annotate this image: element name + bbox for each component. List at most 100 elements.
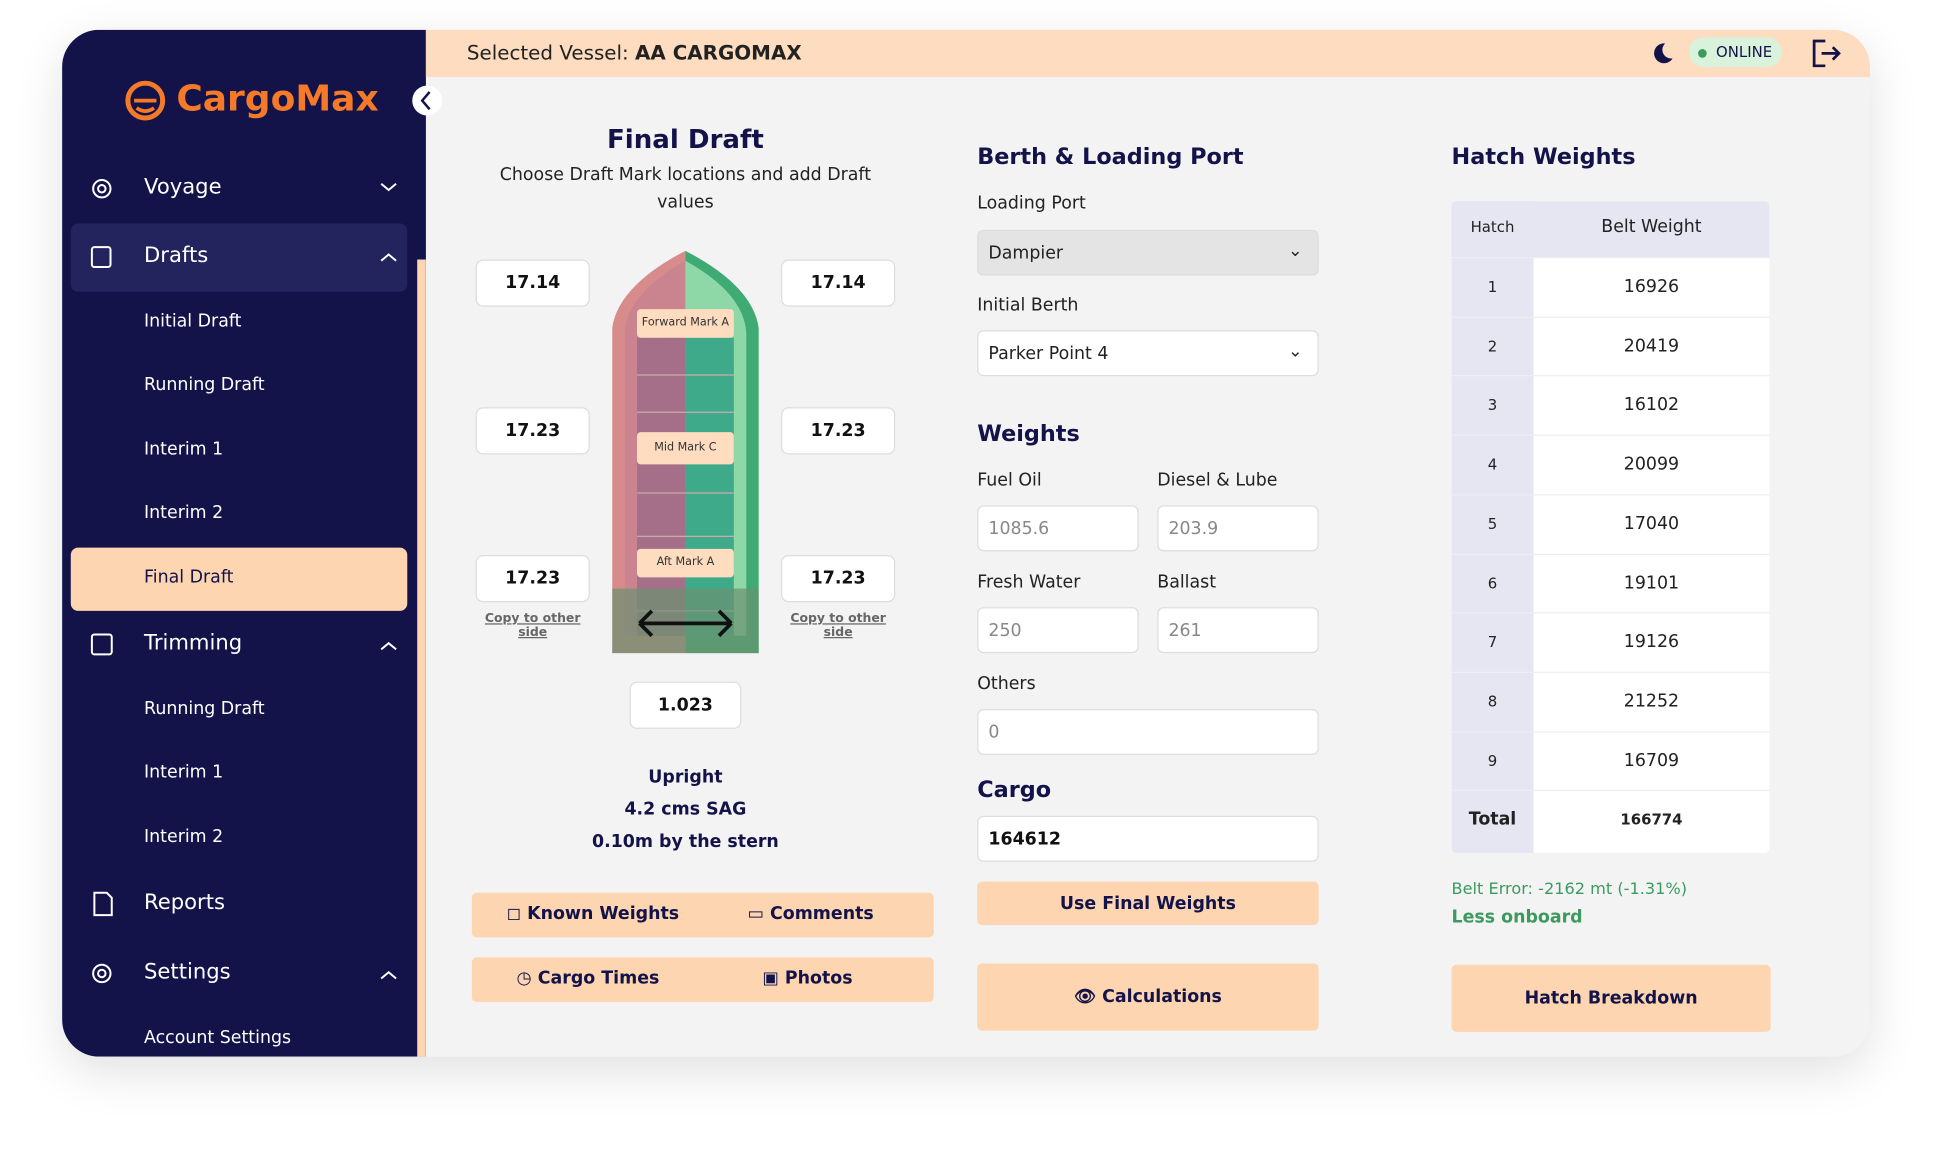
input[interactable]: 1085.6 [977, 505, 1139, 552]
hatch-cell: 6 [1487, 574, 1498, 592]
collapse-button[interactable] [411, 84, 443, 116]
nav-sub[interactable]: Initial Draft [144, 311, 242, 332]
draft-status: Upright [648, 767, 723, 788]
button[interactable]: Hatch Breakdown [1451, 964, 1771, 1032]
density-input[interactable]: 1.023 [629, 681, 742, 729]
header-bar: Selected Vessel: AA CARGOMAX ONLINE [425, 29, 1871, 77]
button[interactable]: ▭ Comments [747, 903, 874, 924]
input[interactable]: 250 [977, 607, 1139, 654]
total-value: 166774 [1620, 811, 1683, 829]
table-row: 3 16102 [1451, 375, 1770, 434]
status-dot [1698, 49, 1707, 58]
hatch-cell: 8 [1487, 692, 1498, 711]
table-row: 4 20099 [1451, 434, 1770, 494]
nav-trimming[interactable]: Trimming [144, 630, 243, 656]
hatch-cell: 4 [1487, 455, 1498, 474]
weight-cell: 19101 [1623, 573, 1680, 593]
table-row: 7 19126 [1451, 612, 1770, 671]
field-label: Others [977, 674, 1036, 695]
input[interactable]: 0 [977, 709, 1319, 755]
select[interactable]: Parker Point 4 ⌄ [977, 330, 1319, 377]
select[interactable]: Dampier ⌄ [977, 229, 1319, 276]
button-label: Photos [784, 968, 853, 989]
select-value: Dampier [988, 242, 1064, 263]
button[interactable]: 👁 Calculations [977, 963, 1319, 1031]
button[interactable]: ▣ Photos [762, 968, 853, 989]
nav-sub[interactable]: Running Draft [144, 699, 265, 719]
nav-selected-bg [70, 547, 408, 611]
field-label: Loading Port [977, 193, 1086, 214]
table-row: 6 19101 [1451, 553, 1770, 612]
header-cell: Hatch [1470, 218, 1515, 236]
vessel-name: AA CARGOMAX [635, 40, 802, 65]
nav-reports[interactable]: Reports [144, 890, 226, 916]
hatch-cell: 5 [1487, 515, 1498, 533]
draft-status: 0.10m by the stern [591, 831, 779, 852]
theme-toggle[interactable] [1648, 40, 1675, 67]
table-row: 9 16709 [1451, 730, 1770, 790]
nav-drafts[interactable]: Drafts [144, 243, 209, 269]
field-label: Fuel Oil [977, 470, 1042, 491]
nav-sub[interactable]: Interim 2 [144, 826, 224, 847]
weights-title: Weights [977, 420, 1080, 448]
draft-input[interactable]: 17.23 [475, 555, 590, 603]
weight-cell: 17040 [1623, 513, 1680, 534]
button[interactable]: ◻ Known Weights [506, 903, 680, 924]
vessel-label: Selected Vessel: AA CARGOMAX [467, 41, 802, 65]
hatch-cell: 1 [1487, 278, 1498, 296]
mark-label[interactable]: Mid Mark C [636, 432, 734, 465]
table-row: 8 21252 [1451, 671, 1770, 731]
nav-voyage[interactable]: Voyage [144, 175, 222, 200]
weight-cell: 20419 [1623, 336, 1680, 356]
draft-input[interactable]: 17.23 [781, 555, 896, 603]
hatch-table: Hatch Belt Weight 1 16926 2 20419 3 16102 4 200… [1451, 201, 1770, 854]
draft-input[interactable]: 17.23 [475, 407, 590, 455]
weight-cell: 21252 [1623, 691, 1680, 712]
field-label: Diesel & Lube [1157, 470, 1278, 491]
button[interactable]: Use Final Weights [977, 881, 1319, 926]
input[interactable]: 203.9 [1157, 505, 1319, 552]
nav-settings[interactable]: Settings [144, 959, 231, 985]
weight-cell: 19126 [1623, 632, 1680, 653]
input[interactable]: 261 [1157, 607, 1319, 654]
draft-title: Final Draft [606, 124, 764, 154]
nav-sub[interactable]: Interim 1 [144, 762, 224, 783]
field-label: Ballast [1157, 572, 1217, 593]
draft-input[interactable]: 17.14 [781, 259, 896, 307]
weight-cell: 20099 [1623, 454, 1680, 475]
draft-status: 4.2 cms SAG [624, 799, 747, 820]
nav-sub[interactable]: Account Settings [144, 1028, 292, 1048]
button-row: ◻ Known Weights ▭ Comments [471, 892, 934, 938]
nav-sub[interactable]: Interim 2 [144, 502, 224, 523]
draft-subtitle: Choose Draft Mark locations and add Draf… [499, 165, 872, 213]
mark-label[interactable]: Forward Mark A [636, 309, 734, 338]
berth-title: Berth & Loading Port [977, 144, 1244, 171]
weight-cell: 16102 [1623, 395, 1680, 416]
copy-link[interactable]: Copy to other side [790, 612, 886, 640]
mark-label[interactable]: Aft Mark A [636, 548, 734, 578]
button-label: Calculations [1102, 987, 1222, 1008]
logout[interactable] [1809, 37, 1841, 69]
draft-input[interactable]: 17.14 [475, 259, 590, 307]
belt-error: Belt Error: -2162 mt (-1.31%) [1451, 880, 1688, 899]
total-label: Total [1468, 809, 1517, 830]
brand-logo [125, 80, 166, 121]
nav-sub-selected[interactable]: Final Draft [144, 567, 234, 588]
chevron: ⌄ [1287, 341, 1303, 362]
sidebar: CargoMax Voyage Drafts Initial Draft Run… [62, 29, 426, 1057]
table-row: 5 17040 [1451, 493, 1770, 553]
vessel-label-text: Selected Vessel: [466, 40, 629, 65]
brand: CargoMax [176, 76, 379, 120]
copy-link[interactable]: Copy to other side [484, 612, 581, 640]
nav-sub[interactable]: Running Draft [144, 374, 265, 395]
nav-sub[interactable]: Interim 1 [144, 439, 224, 460]
weight-cell: 16709 [1623, 750, 1680, 771]
draft-input[interactable]: 17.23 [781, 407, 896, 455]
status-text: ONLINE [1716, 43, 1773, 61]
cargo-input[interactable]: 164612 [977, 815, 1319, 862]
cargo-title: Cargo [977, 777, 1052, 804]
hatch-title: Hatch Weights [1451, 144, 1636, 171]
button[interactable]: ◷ Cargo Times [516, 968, 660, 989]
table-row: 1 16926 [1451, 257, 1770, 316]
